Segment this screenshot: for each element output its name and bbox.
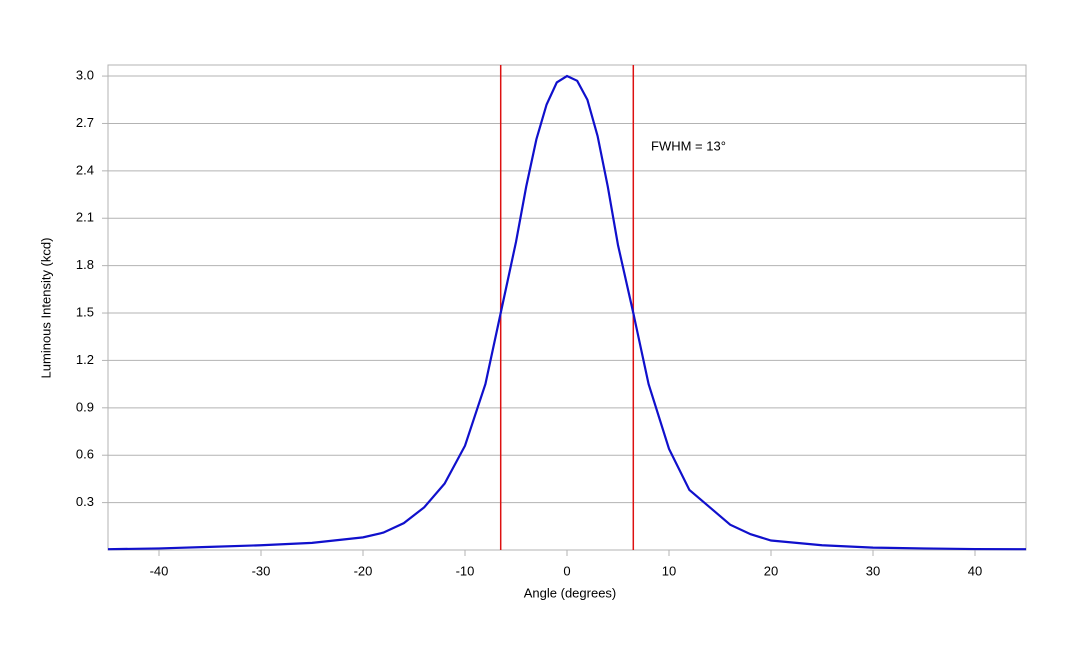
y-axis-label: Luminous Intensity (kcd)	[38, 238, 53, 379]
y-tick-label: 1.5	[76, 304, 94, 319]
y-tick-label: 0.9	[76, 399, 94, 414]
y-tick-label: 1.8	[76, 257, 94, 272]
x-tick-label: 20	[764, 563, 778, 578]
x-tick-label: -10	[456, 563, 475, 578]
y-tick-label: 3.0	[76, 67, 94, 82]
x-tick-label: -30	[252, 563, 271, 578]
y-tick-label: 2.4	[76, 162, 94, 177]
annotation: FWHM = 13°	[651, 138, 726, 153]
y-tick-label: 0.3	[76, 494, 94, 509]
x-tick-label: -20	[354, 563, 373, 578]
x-tick-label: -40	[150, 563, 169, 578]
y-tick-label: 2.7	[76, 115, 94, 130]
data-line	[107, 74, 1027, 551]
x-tick-label: 30	[866, 563, 880, 578]
plot-frame	[107, 64, 1027, 551]
x-tick-label: 0	[563, 563, 570, 578]
x-axis-label: Angle (degrees)	[524, 585, 617, 600]
y-tick-label: 0.6	[76, 447, 94, 462]
y-tick-label: 2.1	[76, 210, 94, 225]
x-tick-label: 40	[968, 563, 982, 578]
x-tick-label: 10	[662, 563, 676, 578]
y-tick-label: 1.2	[76, 352, 94, 367]
